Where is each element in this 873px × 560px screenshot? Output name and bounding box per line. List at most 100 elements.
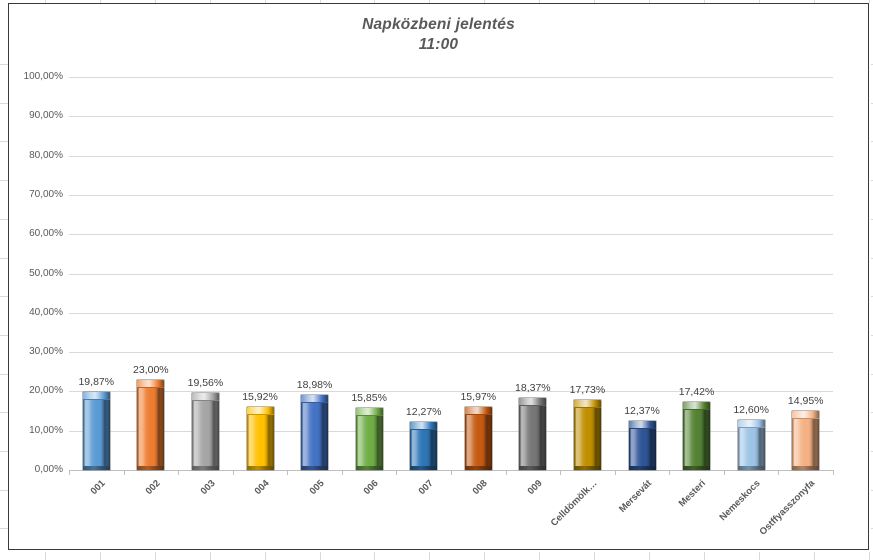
bar[interactable] [191,393,219,470]
sheet-gridline-stub [871,102,873,104]
x-axis-tick [69,470,70,475]
sheet-gridline-stub [209,0,211,3]
sheet-gridline-stub [0,257,8,259]
x-axis-tick [723,470,725,475]
sheet-gridline-stub [871,412,873,414]
bar-data-label: 17,42% [678,385,715,398]
sheet-gridline-stub [484,0,486,3]
sheet-gridline-stub [45,552,46,560]
bar[interactable] [301,395,329,470]
sheet-gridline-stub [319,552,321,560]
bar[interactable] [792,411,820,470]
sheet-gridline-stub [429,0,431,3]
x-axis-tick [778,470,780,475]
gridline [69,155,833,157]
chart-title-line1: Napközbeni jelentés [362,16,515,33]
bar-data-label: 19,87% [78,375,115,388]
sheet-gridline-stub [154,0,156,3]
x-tick-label: 005 [307,478,327,497]
sheet-gridline-stub [871,180,873,182]
y-tick-label: 10,00% [29,424,63,436]
x-axis-tick [614,470,616,475]
sheet-gridline-stub [0,296,8,298]
sheet-gridline-stub [0,373,8,375]
sheet-gridline-stub [871,451,873,452]
chart-title[interactable]: Napközbeni jelentés 11:00 [9,15,868,55]
sheet-gridline-stub [871,489,873,491]
sheet-gridline-stub [871,296,873,298]
x-axis-tick [451,470,452,475]
x-axis-tick [123,470,125,475]
plot-area: 0,00% 10,00% 20,00% 30,00% 40,00% 50,00% 60,00… [9,4,868,549]
sheet-gridline-stub [871,528,873,530]
gridline [69,194,833,196]
sheet-gridline-stub [594,0,595,3]
sheet-gridline-stub [0,141,8,143]
chart-title-line2: 11:00 [418,36,459,53]
x-tick-label: 004 [252,478,272,497]
gridline [69,116,833,118]
sheet-gridline-stub [871,141,873,143]
sheet-gridline-stub [703,0,705,3]
y-tick-label: 90,00% [29,110,63,122]
sheet-gridline-stub [319,0,321,3]
chart-area[interactable]: Napközbeni jelentés 11:00 0,00% 10,00% 20,… [8,3,869,550]
bar[interactable] [573,400,601,470]
sheet-gridline-stub [0,180,8,182]
sheet-gridline-stub [0,489,8,491]
bar[interactable] [137,379,165,471]
bar[interactable] [519,397,547,471]
y-tick-label: 30,00% [29,346,63,358]
bar-data-label: 14,95% [787,395,824,408]
bar-data-label: 12,37% [624,405,660,418]
y-tick-label: 100,00% [23,71,63,82]
x-axis-tick [396,470,398,475]
bar[interactable] [246,407,274,470]
sheet-gridline-stub [209,552,211,560]
x-axis-tick [341,470,343,475]
bar[interactable] [82,391,110,471]
x-axis-tick [178,470,180,475]
bar-data-label: 17,73% [569,384,606,397]
sheet-gridline-stub [813,0,815,3]
bar-data-label: 18,98% [296,379,333,392]
sheet-gridline-stub [871,218,873,220]
x-tick-label: Nemeskocs [717,478,763,524]
sheet-gridline-stub [0,451,8,452]
sheet-gridline-stub [758,552,760,560]
bar[interactable] [464,407,492,470]
bar[interactable] [355,407,383,471]
gridline [69,430,833,432]
sheet-gridline-stub [0,102,8,104]
bar[interactable] [410,421,438,471]
x-tick-label: 006 [361,478,381,497]
x-axis-tick [669,470,671,475]
bar-data-label: 12,60% [733,404,769,417]
y-tick-label: 80,00% [29,149,63,161]
bar-data-label: 18,37% [515,381,551,394]
bar[interactable] [737,420,765,470]
x-tick-label: Ostffyasszonyfa [757,478,818,538]
sheet-gridline-stub [374,0,376,3]
bar-data-label: 15,92% [242,391,278,404]
sheet-gridline-stub [868,0,870,3]
x-tick-label: 003 [198,478,218,497]
sheet-gridline-stub [0,412,8,414]
x-tick-label: 008 [471,478,491,497]
gridline [69,273,833,275]
x-axis-tick [232,470,234,475]
bar[interactable] [628,421,656,470]
bar-data-label: 23,00% [133,363,169,376]
x-axis-tick [560,470,562,475]
sheet-gridline-stub [758,0,760,3]
sheet-gridline-stub [99,0,101,3]
x-axis-tick [505,470,507,475]
bar[interactable] [683,401,711,471]
sheet-gridline-stub [871,373,873,375]
x-axis-tick [833,470,834,475]
x-tick-label: 007 [416,478,436,497]
bar-data-label: 15,97% [460,391,497,404]
sheet-gridline-stub [264,552,266,560]
x-tick-label: 001 [89,478,109,497]
